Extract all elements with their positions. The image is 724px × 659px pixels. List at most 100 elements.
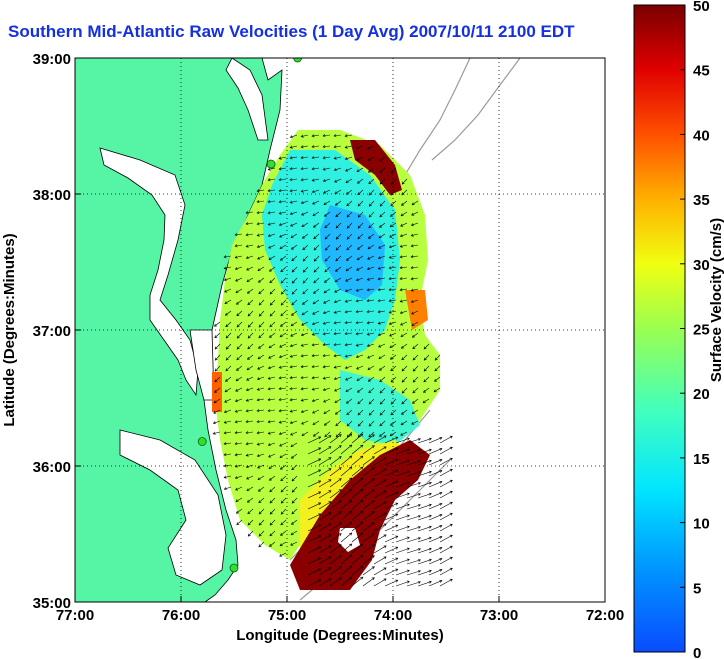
velocity-arrow <box>401 343 408 349</box>
velocity-arrow <box>362 533 375 543</box>
velocity-arrow <box>400 310 408 314</box>
velocity-arrow-head <box>257 268 261 271</box>
velocity-arrow-head <box>328 523 332 527</box>
velocity-arrow-head <box>323 399 327 403</box>
velocity-arrow-head <box>449 567 453 571</box>
velocity-arrow-head <box>379 412 383 416</box>
velocity-arrow-head <box>235 378 239 382</box>
velocity-arrow-head <box>245 420 249 424</box>
velocity-arrow-head <box>289 398 293 402</box>
velocity-arrow-head <box>383 534 387 538</box>
velocity-arrow-head <box>280 511 284 515</box>
velocity-arrow <box>318 435 332 444</box>
velocity-arrow-head <box>410 300 414 304</box>
velocity-arrow <box>422 398 430 404</box>
velocity-arrow <box>313 266 320 273</box>
velocity-arrow-head <box>301 322 305 326</box>
velocity-arrow <box>335 266 342 272</box>
velocity-arrow-head <box>411 411 415 415</box>
velocity-arrow-head <box>313 258 317 262</box>
velocity-arrow-head <box>269 280 273 284</box>
velocity-arrow <box>378 321 386 324</box>
velocity-arrow <box>301 376 309 379</box>
velocity-arrow-head <box>377 310 381 314</box>
velocity-arrow <box>439 502 453 510</box>
velocity-arrow-head <box>322 156 326 160</box>
y-tick-label: 35:00 <box>33 595 71 612</box>
velocity-arrow-head <box>245 211 249 215</box>
velocity-arrow-head <box>279 553 283 557</box>
velocity-arrow <box>290 431 298 436</box>
velocity-arrow <box>301 387 309 390</box>
velocity-arrow <box>395 482 410 488</box>
velocity-arrow <box>280 486 287 493</box>
velocity-arrow <box>224 387 232 393</box>
velocity-arrow-head <box>371 522 375 526</box>
velocity-arrow <box>280 277 287 284</box>
velocity-arrow <box>428 459 443 466</box>
velocity-arrow-head <box>322 179 326 183</box>
velocity-arrow-head <box>377 321 381 325</box>
velocity-arrow <box>268 464 276 469</box>
velocity-arrow <box>362 566 375 576</box>
velocity-arrow <box>345 354 353 357</box>
velocity-arrow-head <box>247 533 251 537</box>
velocity-arrow-head <box>366 277 370 281</box>
velocity-arrow-head <box>257 366 261 370</box>
velocity-arrow-head <box>246 377 250 381</box>
velocity-arrow-head <box>333 321 337 325</box>
colorbar-ticks: 0 5 10 15 20 25 30 35 40 45 50 <box>680 0 710 659</box>
velocity-arrow-head <box>360 455 364 459</box>
velocity-arrow-head <box>289 145 293 149</box>
velocity-arrow-head <box>328 512 332 516</box>
velocity-arrow <box>290 332 298 337</box>
velocity-arrow <box>302 277 309 284</box>
velocity-arrow <box>318 468 332 477</box>
velocity-arrow-head <box>428 558 432 562</box>
velocity-arrow-head <box>449 545 453 549</box>
velocity-arrow <box>417 537 432 543</box>
velocity-arrow-head <box>400 422 404 426</box>
velocity-arrow-head <box>379 181 383 185</box>
velocity-arrow-head <box>377 266 381 270</box>
velocity-arrow-head <box>328 545 332 549</box>
velocity-arrow-head <box>258 324 262 328</box>
velocity-arrow <box>279 431 287 435</box>
velocity-arrow-head <box>279 246 283 249</box>
velocity-arrow <box>313 222 320 228</box>
velocity-arrow-head <box>412 379 416 383</box>
velocity-arrow <box>406 504 421 510</box>
velocity-arrow <box>406 493 421 499</box>
velocity-arrow <box>400 222 408 227</box>
velocity-arrow-head <box>269 324 273 328</box>
velocity-arrow <box>358 211 364 218</box>
velocity-arrow <box>368 431 375 438</box>
velocity-arrow <box>417 482 432 488</box>
velocity-arrow-head <box>428 503 432 507</box>
velocity-arrow <box>428 547 443 554</box>
velocity-arrow <box>367 310 375 313</box>
velocity-arrow-head <box>328 490 332 494</box>
velocity-arrow-head <box>390 181 394 185</box>
velocity-arrow <box>340 466 352 477</box>
velocity-arrow-head <box>289 200 293 204</box>
velocity-arrow-head <box>449 534 453 538</box>
velocity-arrow-head <box>311 190 315 194</box>
velocity-arrow <box>279 244 287 249</box>
velocity-arrow-head <box>371 566 375 570</box>
velocity-arrow-head <box>345 180 349 183</box>
velocity-arrow <box>373 567 387 576</box>
velocity-arrow <box>411 310 419 315</box>
velocity-arrow <box>367 343 375 347</box>
velocity-arrow <box>368 376 375 382</box>
velocity-arrow-head <box>268 454 272 458</box>
velocity-arrow <box>417 515 432 521</box>
velocity-arrow <box>247 332 254 339</box>
velocity-arrow <box>378 266 386 269</box>
velocity-arrow-head <box>300 376 304 380</box>
velocity-arrow <box>384 579 398 587</box>
velocity-arrow-head <box>344 332 348 336</box>
velocity-arrow-head <box>245 388 249 392</box>
velocity-arrow-head <box>289 344 293 348</box>
velocity-arrow <box>379 420 386 427</box>
